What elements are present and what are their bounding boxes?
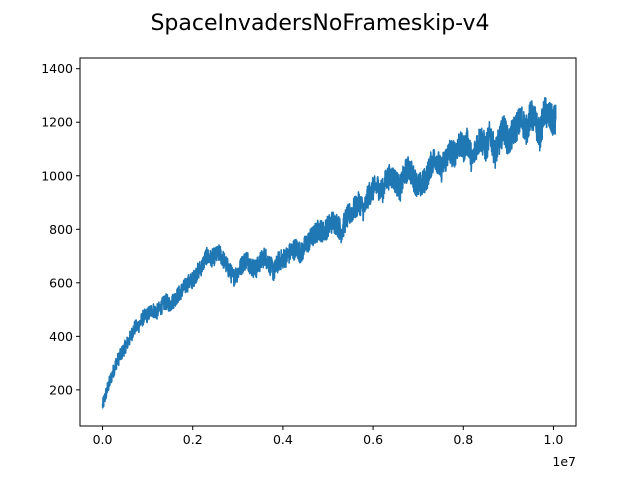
x-tick-label: 0.0: [93, 432, 113, 447]
x-tick-label: 0.8: [453, 432, 473, 447]
x-tick-label: 0.2: [183, 432, 203, 447]
x-tick-label: 0.6: [363, 432, 383, 447]
y-tick-label: 200: [49, 382, 73, 397]
series-line-0: [101, 97, 557, 409]
chart-title: SpaceInvadersNoFrameskip-v4: [150, 11, 489, 36]
y-tick-label: 1400: [41, 61, 73, 76]
y-axis: 200 400 600 800 1000 1200 1400: [41, 61, 80, 397]
y-tick-label: 600: [49, 275, 73, 290]
x-axis-offset-label: 1e7: [552, 454, 576, 469]
series-layer: [101, 97, 557, 409]
x-axis: 0.0 0.2 0.4 0.6 0.8 1.0: [93, 426, 564, 447]
y-tick-label: 800: [49, 222, 73, 237]
y-tick-label: 1200: [41, 115, 73, 130]
y-tick-label: 1000: [41, 168, 73, 183]
axes-frame: [79, 57, 577, 427]
y-tick-label: 400: [49, 329, 73, 344]
plot-area: 0.0 0.2 0.4 0.6 0.8 1.0 200 400 600 800 1000 1200 1…: [41, 57, 577, 447]
x-tick-label: 1.0: [544, 432, 564, 447]
x-tick-label: 0.4: [273, 432, 293, 447]
